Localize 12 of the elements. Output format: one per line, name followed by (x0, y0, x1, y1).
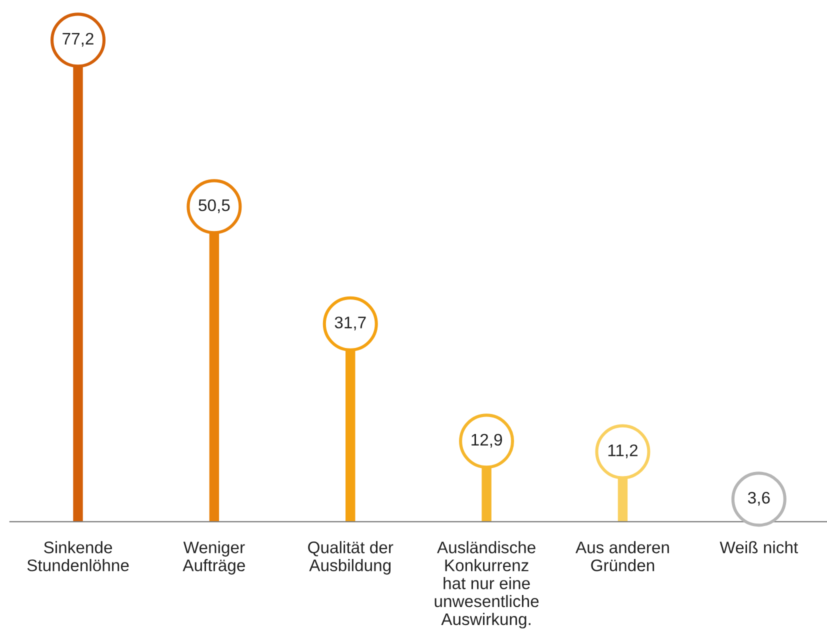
x-tick-label: Aus anderen Gründen (576, 541, 669, 572)
data-label: 50,5 (198, 199, 230, 214)
x-tick-label: Qualität der Ausbildung (308, 541, 394, 575)
x-tick-label: Sinkende Stundenlöhne (27, 541, 129, 572)
x-tick-label: Weiß nicht (720, 541, 798, 554)
x-tick-label: Weniger Aufträge (182, 541, 245, 575)
data-label: 77,2 (62, 32, 94, 47)
x-tick-label: Ausländische Konkurrenz hat nur eine unwesentliche Auswirkung. (434, 541, 539, 628)
data-label: 3,6 (748, 492, 770, 506)
data-label: 31,7 (334, 316, 366, 330)
data-label: 12,9 (472, 434, 502, 448)
data-label: 11,2 (608, 444, 638, 458)
